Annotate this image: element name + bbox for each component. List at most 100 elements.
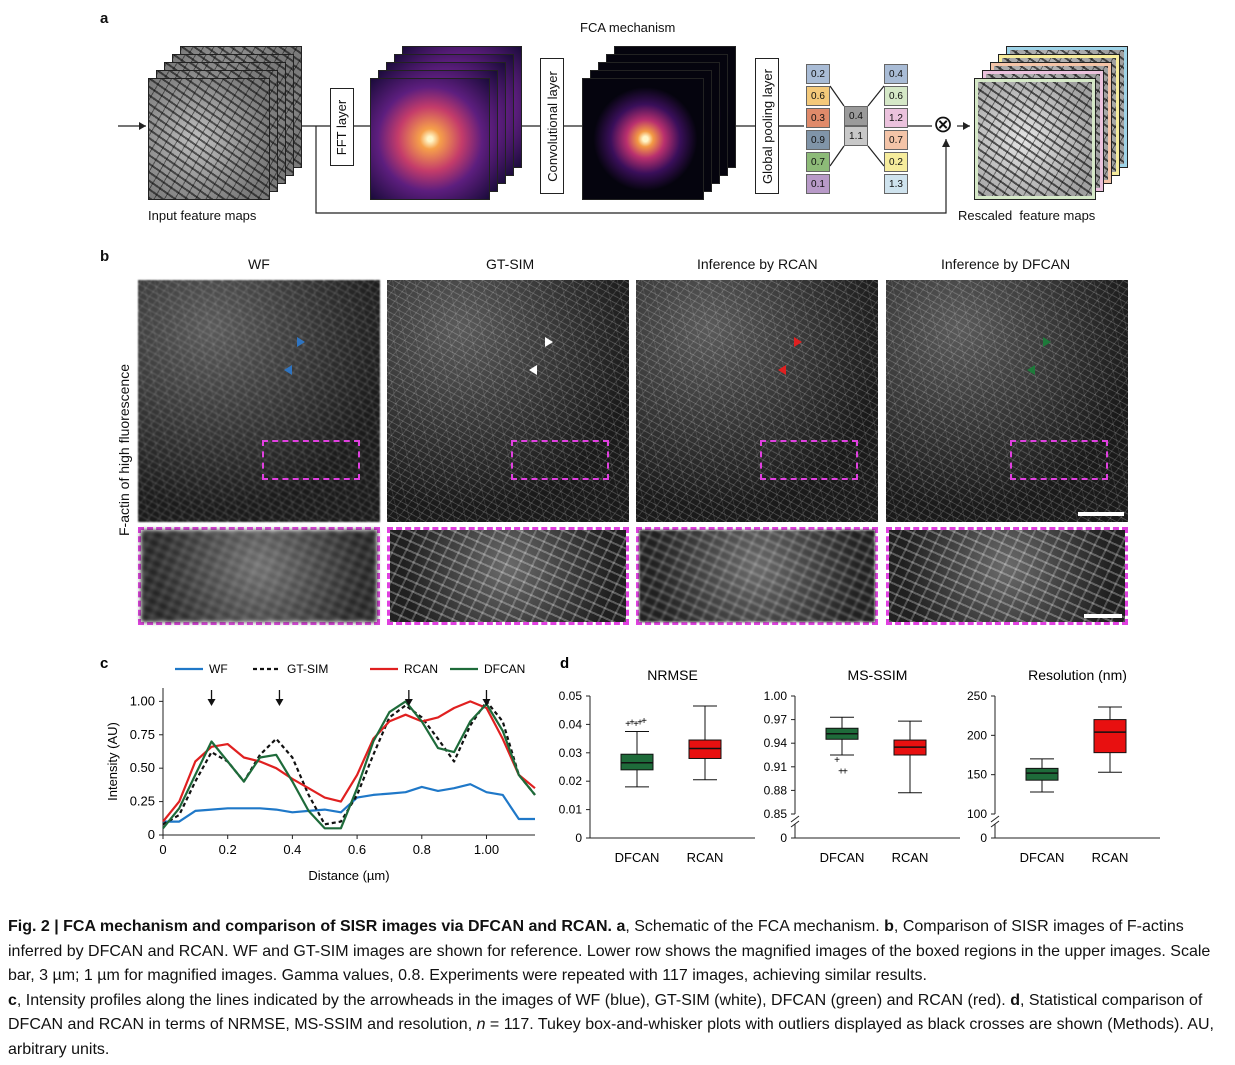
column-title-dfcan: Inference by DFCAN (941, 256, 1071, 272)
y-tick-label-ms-ssim: 0.91 (764, 760, 788, 774)
y-tick-label-nrmse: 0.03 (559, 746, 583, 760)
caption-d-text-2: = 117. Tukey box-and-whisker plots with … (8, 1016, 1214, 1058)
outlier-ms-ssim-dfcan: + (838, 767, 844, 778)
figure-caption: Fig. 2 | FCA mechanism and comparison of… (8, 915, 1230, 1062)
conv-layer-label: Convolutional layer (544, 70, 560, 182)
zoom-dfcan (886, 527, 1128, 625)
category-label-resolution-nm-dfcan: DFCAN (1020, 850, 1065, 865)
y-tick-label-ms-ssim: 0.94 (764, 736, 788, 750)
zoom-scale-bar (1084, 614, 1122, 618)
zoom-gt-sim (387, 527, 629, 625)
roi-box-dfcan (1010, 440, 1108, 480)
roi-box-wf (262, 440, 360, 480)
weight-cell: 0.7 (884, 130, 908, 150)
y-tick-label-ms-ssim: 0 (780, 831, 787, 845)
box-resolution-nm-rcan (1093, 719, 1127, 754)
micrograph-rcan (636, 280, 878, 522)
weight-cell: 0.6 (806, 86, 830, 106)
series-line-wf (163, 783, 535, 823)
weight-cell: 0.3 (806, 108, 830, 128)
x-tick-label: 0.8 (413, 842, 431, 857)
y-tick-label-resolution-nm: 150 (967, 768, 987, 782)
weight-cell: 0.1 (806, 174, 830, 194)
caption-d-n: n (476, 1016, 486, 1033)
arrowhead-wf-2 (284, 365, 292, 375)
panel-d-letter: d (560, 655, 569, 672)
caption-d-bold: d (1010, 991, 1020, 1009)
y-tick-label-ms-ssim: 0.88 (764, 783, 788, 797)
category-label-nrmse-rcan: RCAN (687, 850, 724, 865)
caption-lead: Fig. 2 | FCA mechanism and comparison of… (8, 918, 612, 935)
weight-cell: 0.6 (884, 86, 908, 106)
y-tick-label-resolution-nm: 0 (980, 831, 987, 845)
axis-break-resolution-nm (990, 815, 1000, 828)
weight-cell: 1.2 (884, 108, 908, 128)
column-title-gt-sim: GT-SIM (486, 256, 535, 272)
column-title-wf: WF (248, 256, 270, 272)
caption-a-text: , Schematic of the FCA mechanism. (625, 918, 880, 935)
category-label-nrmse-dfcan: DFCAN (615, 850, 660, 865)
y-tick-label-resolution-nm: 200 (967, 728, 987, 742)
scale-bar (1078, 512, 1124, 516)
legend-label-rcan: RCAN (404, 662, 438, 676)
arrowhead-rcan-1 (794, 337, 802, 347)
row-label-text: F-actin of high fluorescence (116, 364, 132, 536)
series-line-rcan (162, 700, 536, 823)
y-tick-label-nrmse: 0 (575, 831, 582, 845)
caption-c-text: , Intensity profiles along the lines ind… (16, 991, 1006, 1009)
y-tick-label: 0.50 (130, 760, 155, 775)
weight-cell: 1.3 (884, 174, 908, 194)
x-axis-label: Distance (µm) (308, 868, 389, 883)
y-tick-label-nrmse: 0.04 (559, 717, 583, 731)
arrowhead-rcan-2 (778, 365, 786, 375)
y-tick-label-nrmse: 0.05 (559, 689, 583, 703)
roi-box-gt-sim (511, 440, 609, 480)
conv-layer-box: Convolutional layer (540, 58, 564, 194)
outlier-nrmse-dfcan: + (625, 719, 631, 730)
y-tick-label-resolution-nm: 250 (967, 689, 987, 703)
legend-label-wf: WF (209, 662, 228, 676)
category-label-ms-ssim-rcan: RCAN (892, 850, 929, 865)
caption-b-text: , Comparison of SISR images of F-actins … (8, 918, 1211, 984)
category-label-ms-ssim-dfcan: DFCAN (820, 850, 865, 865)
arrowhead-gt-2 (529, 365, 537, 375)
title-ms-ssim: MS-SSIM (848, 667, 908, 683)
title-resolution-nm: Resolution (nm) (1028, 667, 1127, 683)
panel-c-chart: c 0 0.2 0.4 0.6 0.8 1.00 0 0.25 0.50 0.75 1.00 Dista… (100, 655, 536, 883)
outlier-nrmse-dfcan: + (637, 718, 643, 729)
micrograph-dfcan (886, 280, 1128, 522)
roi-box-rcan (760, 440, 858, 480)
outlier-nrmse-dfcan: + (629, 718, 635, 729)
global-pooling-box: Global pooling layer (755, 58, 779, 194)
y-axis-label: Intensity (AU) (105, 722, 120, 801)
arrowhead-dfcan-2 (1027, 365, 1035, 375)
y-tick-label: 1.00 (130, 693, 155, 708)
multiply-icon: ⊗ (933, 111, 954, 138)
weight-cell: 0.7 (806, 152, 830, 172)
peak-arrow-head (404, 699, 413, 706)
box-resolution-nm-dfcan (1025, 767, 1059, 781)
weight-cell: 0.2 (806, 64, 830, 84)
caption-d-text-1: , Statistical comparison of DFCAN and RC… (8, 991, 1203, 1034)
peak-arrow-head (207, 699, 216, 706)
rescaled-feature-maps-label: Rescaled feature maps (958, 208, 1096, 223)
caption-b-bold: b (884, 918, 894, 935)
y-tick-label-ms-ssim: 0.97 (764, 713, 788, 727)
x-tick-label: 0.2 (219, 842, 237, 857)
x-tick-label: 1.00 (474, 842, 499, 857)
zoom-wf (138, 527, 380, 625)
panel-b-letter: b (100, 248, 110, 265)
micrograph-gt-sim (387, 280, 629, 522)
weight-cell: 0.2 (884, 152, 908, 172)
zoom-rcan (636, 527, 878, 625)
y-tick-label: 0.75 (130, 727, 155, 742)
caption-a-bold: a (616, 918, 626, 935)
fft-layer-label: FFT layer (334, 99, 350, 155)
outlier-nrmse-dfcan: + (641, 716, 647, 727)
fft-layer-box: FFT layer (330, 88, 354, 166)
y-tick-label-nrmse: 0.02 (559, 774, 583, 788)
peak-arrow-head (482, 699, 491, 706)
micrograph-wf (138, 280, 380, 522)
legend-label-gt-sim: GT-SIM (287, 662, 328, 676)
